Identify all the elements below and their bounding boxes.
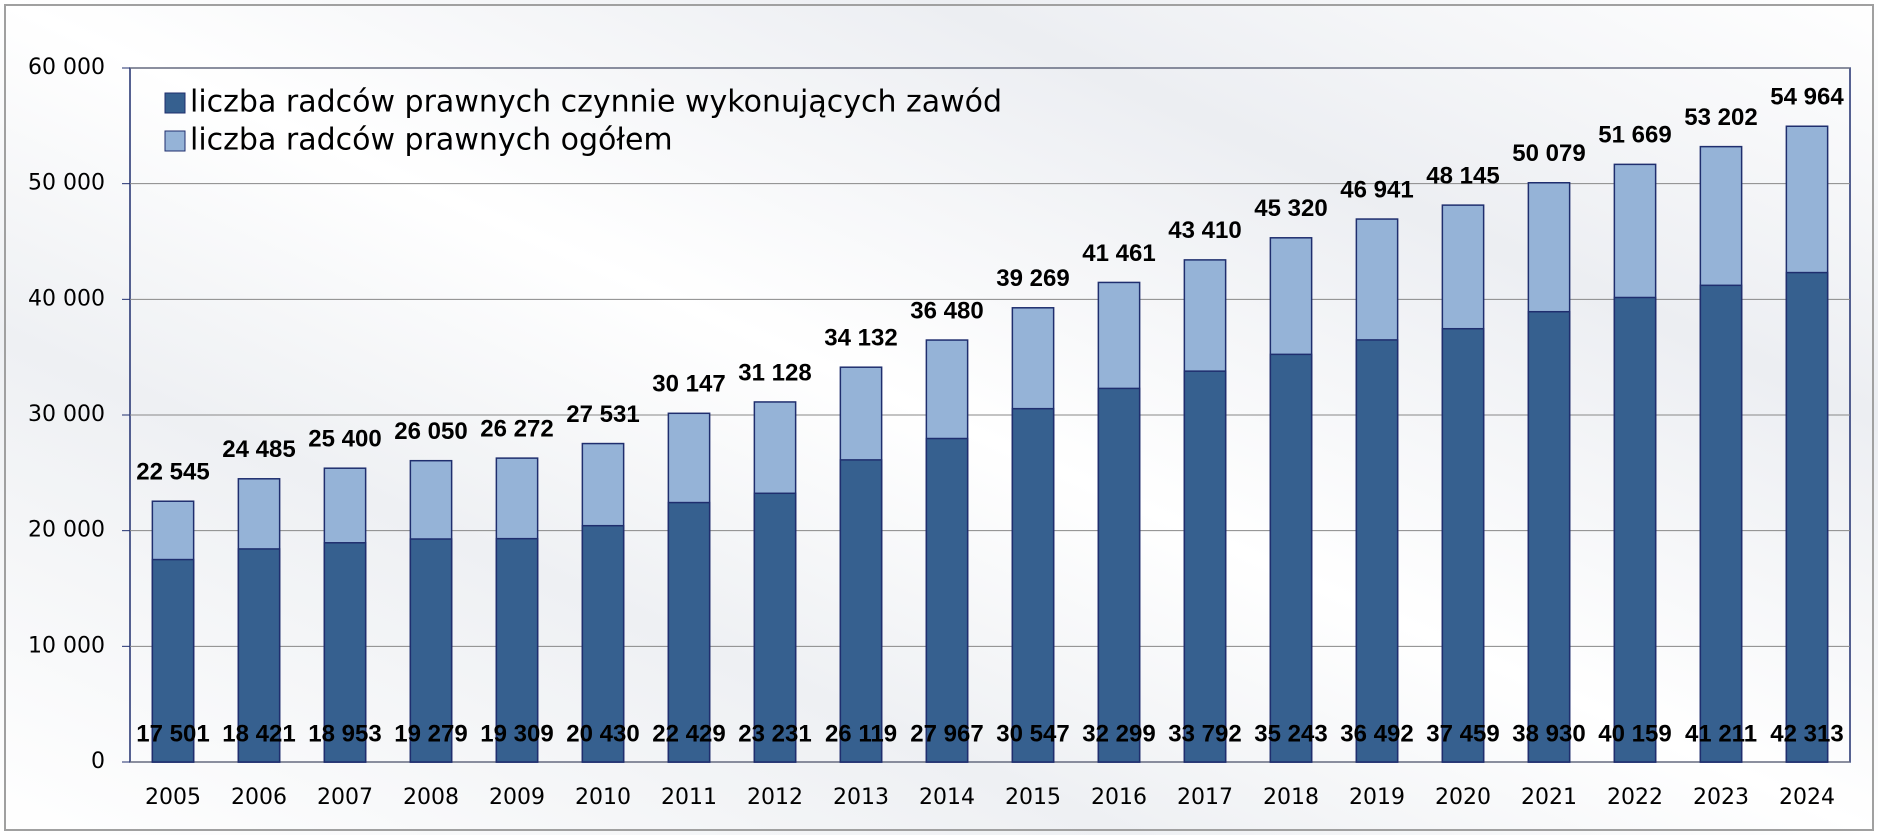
x-tick-label: 2014 — [919, 785, 975, 810]
bar — [1011, 407, 1055, 763]
x-tick-label: 2023 — [1693, 785, 1749, 810]
value-label: 51 669 — [1598, 122, 1671, 149]
bar — [1097, 387, 1141, 763]
x-tick-label: 2024 — [1779, 785, 1835, 810]
value-label: 43 410 — [1168, 217, 1241, 244]
bar — [753, 492, 797, 763]
x-tick-label: 2021 — [1521, 785, 1577, 810]
value-label: 37 459 — [1426, 720, 1499, 747]
value-label: 22 429 — [652, 720, 725, 747]
value-label: 24 485 — [222, 436, 295, 463]
value-label: 19 279 — [394, 720, 467, 747]
legend-swatch — [164, 92, 186, 114]
bar — [839, 459, 883, 763]
value-label: 17 501 — [136, 720, 209, 747]
value-label: 42 313 — [1770, 720, 1843, 747]
y-tick-label: 10 000 — [28, 633, 105, 658]
value-label: 34 132 — [824, 325, 897, 352]
x-tick-label: 2013 — [833, 785, 889, 810]
value-label: 53 202 — [1684, 104, 1757, 131]
bar — [1785, 271, 1829, 763]
x-tick-label: 2011 — [661, 785, 717, 810]
x-tick-label: 2009 — [489, 785, 545, 810]
value-label: 26 119 — [825, 720, 897, 747]
value-label: 26 050 — [394, 418, 467, 445]
bar — [925, 437, 969, 763]
value-label: 45 320 — [1254, 195, 1327, 222]
value-label: 30 147 — [652, 371, 725, 398]
value-label: 41 461 — [1082, 240, 1155, 267]
x-tick-label: 2006 — [231, 785, 287, 810]
value-label: 54 964 — [1770, 84, 1844, 111]
x-tick-label: 2007 — [317, 785, 373, 810]
bar — [495, 537, 539, 763]
value-label: 32 299 — [1082, 720, 1155, 747]
legend-label: liczba radców prawnych ogółem — [190, 123, 673, 158]
y-tick-label: 0 — [91, 749, 105, 774]
value-label: 25 400 — [308, 426, 381, 453]
value-label: 22 545 — [136, 459, 209, 486]
legend-swatch — [164, 130, 186, 152]
value-label: 48 145 — [1426, 162, 1499, 189]
x-tick-label: 2018 — [1263, 785, 1319, 810]
bar — [581, 524, 625, 763]
bar — [1699, 284, 1743, 763]
value-label: 35 243 — [1254, 720, 1327, 747]
value-label: 27 531 — [566, 401, 639, 428]
value-label: 38 930 — [1512, 720, 1585, 747]
value-label: 41 211 — [1685, 720, 1757, 747]
x-tick-label: 2020 — [1435, 785, 1491, 810]
bar — [1613, 296, 1657, 763]
x-tick-label: 2015 — [1005, 785, 1061, 810]
bar — [667, 501, 711, 763]
x-tick-label: 2010 — [575, 785, 631, 810]
x-tick-label: 2017 — [1177, 785, 1233, 810]
x-tick-label: 2016 — [1091, 785, 1147, 810]
x-tick-label: 2005 — [145, 785, 201, 810]
y-tick-label: 40 000 — [28, 286, 105, 311]
bar — [1441, 327, 1485, 763]
value-label: 36 492 — [1340, 720, 1413, 747]
bar — [237, 548, 281, 763]
legend-label: liczba radców prawnych czynnie wykonując… — [190, 85, 1002, 120]
x-tick-label: 2019 — [1349, 785, 1405, 810]
value-label: 31 128 — [738, 359, 811, 386]
bar — [1269, 353, 1313, 763]
x-tick-label: 2012 — [747, 785, 803, 810]
x-tick-label: 2008 — [403, 785, 459, 810]
value-label: 19 309 — [480, 720, 553, 747]
y-tick-label: 20 000 — [28, 518, 105, 543]
value-label: 30 547 — [996, 720, 1069, 747]
value-label: 46 941 — [1340, 176, 1413, 203]
bar — [151, 558, 195, 763]
y-tick-label: 60 000 — [28, 55, 105, 80]
bar — [323, 542, 367, 763]
y-tick-label: 50 000 — [28, 171, 105, 196]
y-tick-label: 30 000 — [28, 402, 105, 427]
value-label: 39 269 — [996, 265, 1069, 292]
value-label: 50 079 — [1512, 140, 1585, 167]
bar — [409, 538, 453, 763]
value-label: 40 159 — [1598, 720, 1671, 747]
value-label: 18 953 — [308, 720, 381, 747]
bar — [1183, 370, 1227, 763]
value-label: 23 231 — [738, 720, 811, 747]
value-label: 33 792 — [1168, 720, 1241, 747]
bar — [1355, 339, 1399, 763]
frame — [4, 4, 1874, 831]
value-label: 18 421 — [222, 720, 295, 747]
value-label: 20 430 — [566, 720, 639, 747]
bar — [1527, 310, 1571, 763]
value-label: 27 967 — [910, 720, 983, 747]
value-label: 36 480 — [910, 297, 983, 324]
x-tick-label: 2022 — [1607, 785, 1663, 810]
value-label: 26 272 — [480, 415, 553, 442]
